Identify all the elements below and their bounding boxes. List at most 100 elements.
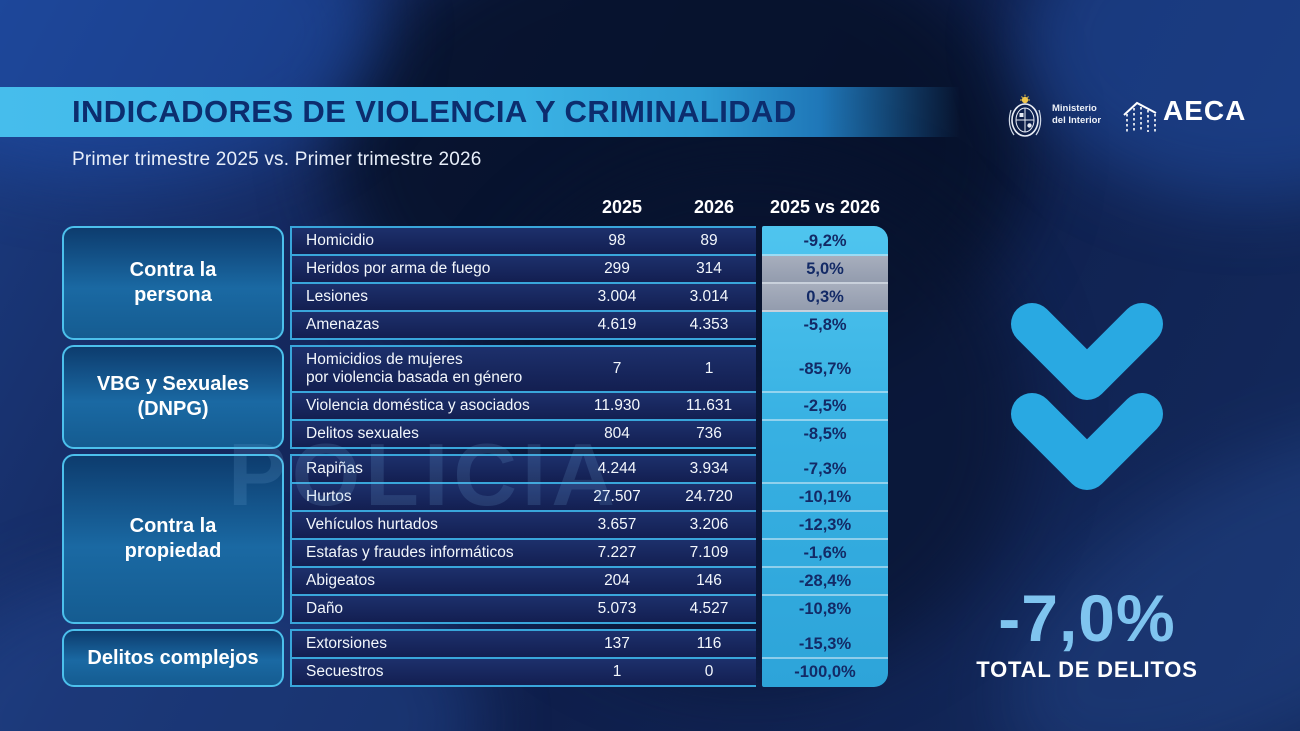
subtitle: Primer trimestre 2025 vs. Primer trimest… [72,149,482,170]
value-2026: 0 [704,663,714,680]
page-title: INDICADORES DE VIOLENCIA Y CRIMINALIDAD [72,94,797,129]
value-2026: 24.720 [685,488,733,505]
value-2026: 11.631 [685,397,733,414]
group-delta-cells: -15,3% -100,0% [762,629,888,687]
value-2026: 736 [696,425,722,442]
crime-row: Heridos por arma de fuego 299 314 [292,256,756,284]
delta-cell: 5,0% [762,256,888,284]
delta-cell: -8,5% [803,424,847,443]
row-label: Homicidio [306,231,375,249]
value-2026: 4.353 [689,316,729,333]
ministry-logo-text: Ministerio del Interior [1052,103,1101,128]
group-delta-cells: -7,3% -10,1% -12,3% -1,6% -28,4% -10,8% [762,454,888,624]
value-2025: 1 [612,663,622,680]
delta-cell: -10,8% [798,599,852,618]
row-label: Daño [306,599,344,617]
group-delta-cells: -85,7% -2,5% -8,5% [762,345,888,449]
value-2026: 7.109 [689,544,729,561]
crime-row: Daño 5.073 4.527 [292,596,756,622]
value-2025: 27.507 [593,488,641,505]
crime-row: Homicidio 98 89 [292,228,756,256]
aeca-icon [1122,100,1160,139]
total-delta-label: TOTAL DE DELITOS [976,657,1198,682]
value-2026: 3.014 [689,288,729,305]
value-2026: 146 [696,572,722,589]
group-label: Contra la propiedad [62,454,284,624]
delta-cell: -28,4% [762,568,888,596]
crime-group-section: Contra la propiedad Rapiñas 4.244 3.934 Hurt… [62,454,888,624]
crime-row: Amenazas 4.619 4.353 [292,312,756,338]
crime-table: Contra la persona Homicidio 98 89 Heridos po… [62,226,888,687]
row-label: Estafas y fraudes informáticos [306,543,514,561]
delta-cell: -5,8% [803,315,847,334]
delta-cell: -85,7% [762,347,888,393]
crime-row: Abigeatos 204 146 [292,568,756,596]
value-2025: 7.227 [597,544,637,561]
background-highlight [1020,0,1300,200]
ministry-crest-icon [1002,94,1048,145]
row-label: Rapiñas [306,459,363,477]
value-2026: 3.206 [689,516,729,533]
delta-cell: 0,3% [762,284,888,312]
row-label: Hurtos [306,487,352,505]
value-2025: 299 [604,260,630,277]
value-2025: 7 [612,360,622,377]
row-label: Vehículos hurtados [306,515,438,533]
row-label: Extorsiones [306,634,387,652]
double-down-chevron-icon [1007,297,1167,522]
ministry-line2: del Interior [1052,115,1102,127]
total-delta-value: -7,0% [998,581,1176,655]
delta-cell: -10,1% [762,484,888,512]
row-label: Abigeatos [306,571,375,589]
value-2026: 4.527 [689,600,729,617]
delta-cell: -7,3% [762,456,888,484]
crime-row: Secuestros 1 0 [292,659,756,685]
value-2025: 98 [608,232,626,249]
value-2025: 3.657 [597,516,637,533]
row-label: Lesiones [306,287,369,305]
crime-row: Hurtos 27.507 24.720 [292,484,756,512]
delta-cell: -1,6% [762,540,888,568]
delta-cell: -12,3% [762,512,888,540]
crime-group-section: Contra la persona Homicidio 98 89 Heridos po… [62,226,888,340]
title-band: INDICADORES DE VIOLENCIA Y CRIMINALIDAD [0,87,1000,137]
value-2025: 204 [604,572,630,589]
crime-row: Rapiñas 4.244 3.934 [292,456,756,484]
crime-group-section: VBG y Sexuales (DNPG) Homicidios de mujer… [62,345,888,449]
value-2025: 11.930 [593,397,641,414]
value-2025: 3.004 [597,288,637,305]
value-2025: 4.619 [597,316,637,333]
group-label: VBG y Sexuales (DNPG) [62,345,284,449]
crime-row: Homicidios de mujeres por violencia basa… [292,347,756,393]
value-2026: 116 [696,635,722,652]
ministry-line1: Ministerio [1052,103,1097,114]
crime-row: Lesiones 3.004 3.014 [292,284,756,312]
value-2025: 4.244 [597,460,637,477]
column-header-comparison: 2025 vs 2026 [769,197,881,217]
group-label: Contra la persona [62,226,284,340]
row-label: Homicidios de mujeres por violencia basa… [306,350,523,386]
row-label: Secuestros [306,662,384,680]
value-2025: 804 [604,425,630,442]
group-delta-cells: -9,2% 5,0% 0,3% -5,8% [762,226,888,340]
value-2026: 89 [700,232,718,249]
crime-row: Delitos sexuales 804 736 [292,421,756,447]
delta-cell: -15,3% [762,631,888,659]
row-label: Delitos sexuales [306,424,419,442]
group-rows: Rapiñas 4.244 3.934 Hurtos 27.507 24.720 Vehíc… [290,454,756,624]
group-rows: Extorsiones 137 116 Secuestros 1 0 [290,629,756,687]
delta-cell: -9,2% [762,228,888,256]
row-label: Amenazas [306,315,380,333]
delta-cell: -100,0% [794,662,856,681]
crime-row: Vehículos hurtados 3.657 3.206 [292,512,756,540]
row-label: Heridos por arma de fuego [306,259,491,277]
group-rows: Homicidios de mujeres por violencia basa… [290,345,756,449]
crime-row: Extorsiones 137 116 [292,631,756,659]
aeca-logo-text: AECA [1163,95,1247,126]
group-rows: Homicidio 98 89 Heridos por arma de fuego 29… [290,226,756,340]
value-2025: 137 [604,635,630,652]
group-label: Delitos complejos [62,629,284,687]
delta-cell: -2,5% [762,393,888,421]
value-2026: 1 [704,360,714,377]
value-2025: 5.073 [597,600,637,617]
